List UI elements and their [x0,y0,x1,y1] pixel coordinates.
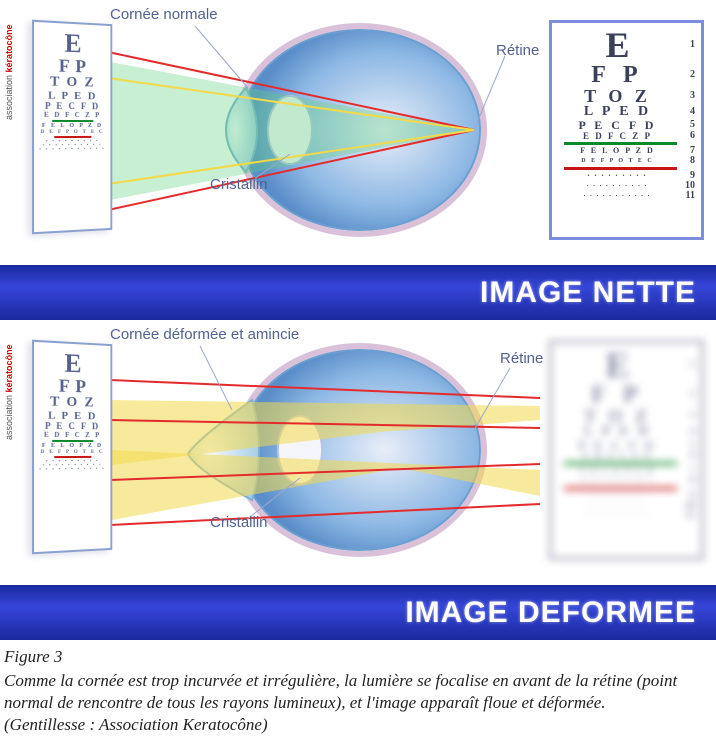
caption-credit: (Gentillesse : Association Keratocône) [4,714,712,736]
eye-chart-right-sharp: E1 F P2 T O Z3 L P E D4 P E C F D5 E D F… [549,20,704,240]
banner-deformed: IMAGE DEFORMEE [0,585,716,640]
caption-text: Comme la cornée est trop incurvée et irr… [4,670,712,714]
label-lens-1: Cristallin [210,176,268,193]
association-credit-2: association kératocône [4,344,14,440]
label-retina-2: Rétine [500,350,543,367]
panel-deformed: Cornée déformée et amincie Cristallin Ré… [0,320,716,585]
figure-label: Figure 3 [4,646,712,668]
eye-chart-left-1: E F P T O Z L P E D P E C F D E D F C Z … [32,20,112,235]
label-cornea-normal: Cornée normale [110,6,218,23]
banner-sharp: IMAGE NETTE [0,265,716,320]
association-credit-1: association kératocône [4,24,14,120]
eye-chart-left-2: E F P T O Z L P E D P E C F D E D F C Z … [32,340,112,555]
label-lens-2: Cristallin [210,514,268,531]
figure-caption: Figure 3 Comme la cornée est trop incurv… [0,640,716,742]
label-cornea-deformed: Cornée déformée et amincie [110,326,299,343]
eye-chart-right-blurred: E1 F P2 T O Z3 L P E D4 P E C F D5 E D F… [549,340,704,560]
panel-normal: Cornée normale Cristallin Rétine associa… [0,0,716,265]
figure: Cornée normale Cristallin Rétine associa… [0,0,716,742]
label-retina-1: Rétine [496,42,539,59]
